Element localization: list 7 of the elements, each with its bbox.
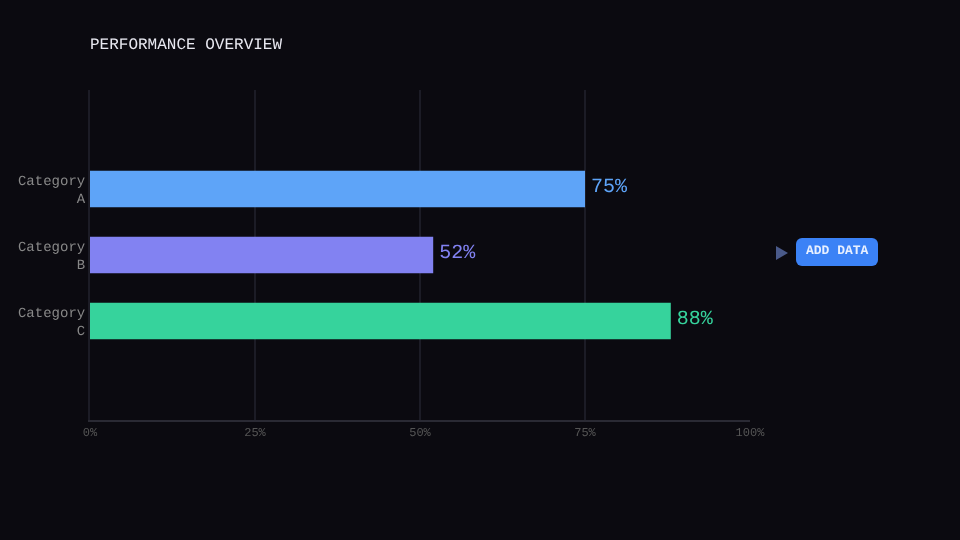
data-label: 52% xyxy=(439,244,476,266)
data-label: 88% xyxy=(676,310,713,333)
bar xyxy=(90,236,434,274)
data-label: 75% xyxy=(591,178,628,200)
bar xyxy=(90,302,671,340)
bar xyxy=(90,170,585,208)
chart-title: PERFORMANCE OVERVIEW xyxy=(90,36,283,55)
